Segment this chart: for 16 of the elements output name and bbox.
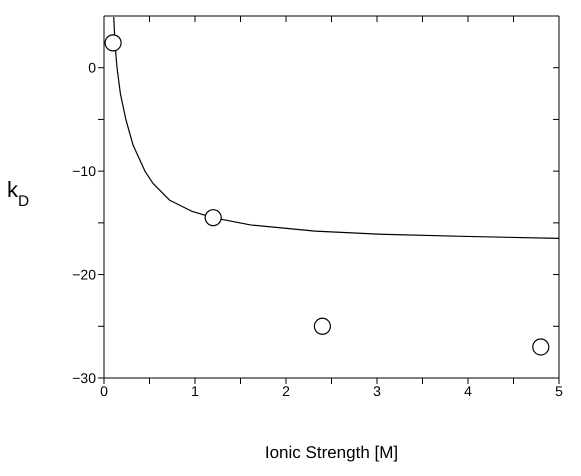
x-tick-label: 2 (282, 382, 290, 399)
point (204, 209, 222, 226)
x-tick-label: 3 (373, 382, 382, 399)
y-tick-label: −30 (72, 370, 96, 386)
x-tick-label: 0 (100, 382, 108, 399)
point (532, 338, 550, 356)
x-axis-title: Ionic Strength [M] (264, 443, 398, 462)
y-tick-label: 0 (88, 60, 96, 76)
point (314, 318, 331, 335)
y-axis-title: k$_{D}$ (6, 177, 30, 210)
point (104, 34, 122, 52)
x-tick-label: 5 (555, 382, 564, 399)
x-tick-label: 4 (464, 382, 472, 399)
x-tick-label: 1 (191, 382, 200, 399)
y-tick-label: −10 (72, 163, 96, 180)
y-tick-label: −20 (72, 266, 96, 283)
